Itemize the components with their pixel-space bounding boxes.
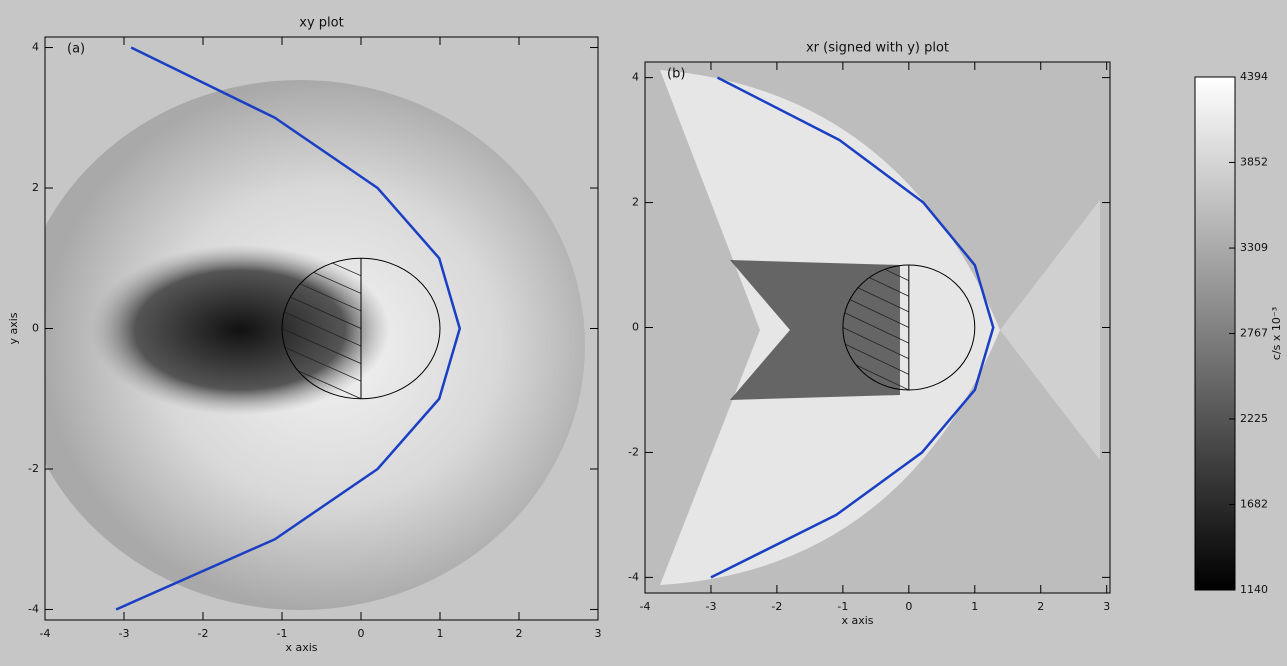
x-tick-label: 3	[1103, 600, 1110, 613]
panel-label: (b)	[667, 67, 685, 82]
y-tick-label: 0	[632, 321, 639, 334]
y-tick-label: -4	[628, 570, 639, 583]
hatch-line	[282, 310, 361, 347]
y-tick-label: 0	[32, 322, 39, 335]
y-tick-label: 2	[632, 196, 639, 209]
x-tick-label: -3	[705, 600, 716, 613]
curve	[115, 46, 461, 611]
colorbar-tick-label: 1140	[1240, 583, 1268, 596]
hatch-line	[282, 293, 361, 329]
x-tick-label: 2	[1037, 600, 1044, 613]
panel-label: (a)	[67, 42, 85, 57]
hatch-line	[842, 327, 909, 360]
hatch-line	[842, 342, 909, 375]
hatch-line	[842, 295, 909, 328]
y-axis-label: y axis	[7, 312, 20, 344]
x-tick-label: -4	[640, 600, 651, 613]
chart-title: xy plot	[299, 16, 343, 31]
x-axis-label: x axis	[285, 641, 317, 654]
heatmap-b	[645, 62, 1110, 593]
x-tick-label: 2	[516, 627, 523, 640]
hatch-line	[282, 258, 361, 277]
curve-clip	[710, 76, 995, 579]
curve-clip	[115, 46, 461, 611]
x-tick-label: 1	[971, 600, 978, 613]
hatch-line	[282, 345, 361, 382]
colorbar-tick-label: 2225	[1240, 412, 1268, 425]
colorbar-tick-label: 4394	[1240, 70, 1268, 83]
x-tick-label: -4	[40, 627, 51, 640]
hatch-line	[282, 328, 361, 364]
x-tick-label: 1	[437, 627, 444, 640]
x-tick-label: 0	[358, 627, 365, 640]
colorbar-tick-label: 3852	[1240, 155, 1268, 168]
x-tick-label: -1	[277, 627, 288, 640]
hatch-line	[842, 265, 909, 282]
x-axis-label: x axis	[841, 614, 873, 627]
y-tick-label: -2	[628, 445, 639, 458]
x-tick-label: 0	[905, 600, 912, 613]
y-tick-label: 2	[32, 181, 39, 194]
hatch-line	[842, 311, 909, 344]
colorbar-label: c/s x 10⁻³	[1270, 307, 1283, 360]
x-tick-label: -3	[119, 627, 130, 640]
colorbar-tick-label: 2767	[1240, 327, 1268, 340]
colorbar-tick-label: 1682	[1240, 498, 1268, 511]
x-tick-label: -2	[198, 627, 209, 640]
colorbar	[1194, 76, 1236, 591]
colorbar-tick-label: 3309	[1240, 241, 1268, 254]
y-tick-label: -2	[28, 462, 39, 475]
x-tick-label: -2	[771, 600, 782, 613]
y-tick-label: 4	[632, 71, 639, 84]
curve	[710, 76, 995, 579]
x-tick-label: -1	[837, 600, 848, 613]
heatmap-a	[45, 80, 585, 610]
y-tick-label: -4	[28, 602, 39, 615]
chart-title: xr (signed with y) plot	[806, 41, 949, 56]
y-tick-label: 4	[32, 41, 39, 54]
x-tick-label: 3	[595, 627, 602, 640]
